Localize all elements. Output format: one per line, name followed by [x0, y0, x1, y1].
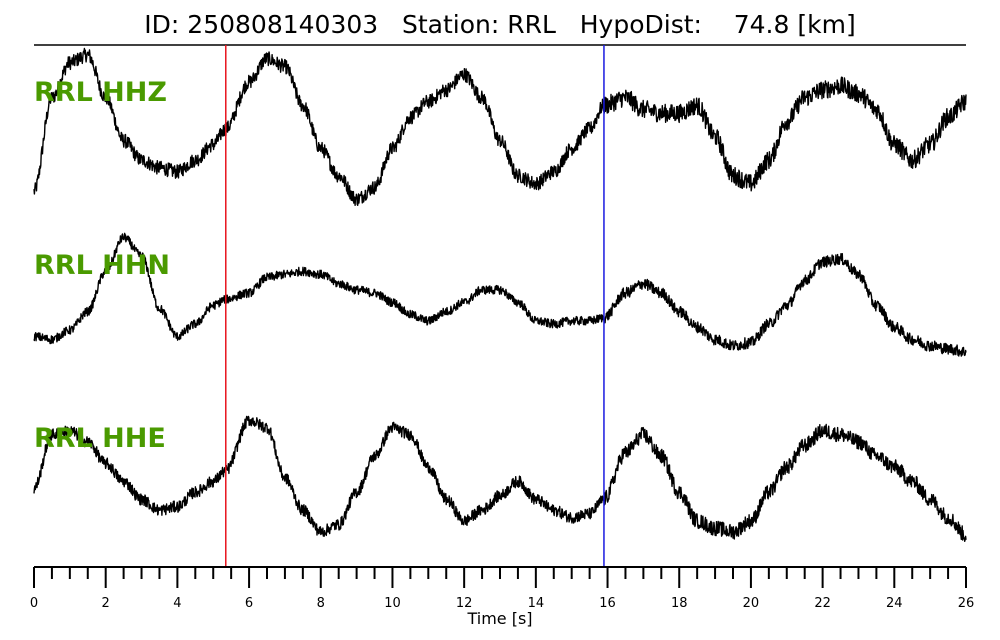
x-tick-label: 6: [245, 596, 253, 611]
x-tick-label: 26: [958, 596, 975, 611]
x-tick-label: 8: [317, 596, 325, 611]
x-tick-label: 24: [886, 596, 903, 611]
trace-line-rrl-hhe: [33, 415, 967, 542]
trace-line-rrl-hhz: [33, 47, 967, 206]
trace-label-rrl-hhn: RRL HHN: [34, 250, 170, 281]
x-tick-label: 14: [528, 596, 545, 611]
x-tick-label: 20: [743, 596, 760, 611]
x-tick-label: 0: [30, 596, 38, 611]
trace-label-rrl-hhe: RRL HHE: [34, 423, 166, 454]
x-axis-label: Time [s]: [466, 609, 532, 628]
trace-label-rrl-hhz: RRL HHZ: [34, 77, 167, 108]
chart-title: ID: 250808140303 Station: RRL HypoDist: …: [144, 10, 856, 39]
x-tick-label: 4: [173, 596, 181, 611]
trace-line-rrl-hhn: [33, 232, 967, 357]
x-tick-label: 10: [384, 596, 401, 611]
trace-label-group: RRL HHZ RRL HHN RRL HHE: [34, 77, 170, 454]
x-tick-label: 2: [102, 596, 110, 611]
x-tick-label: 18: [671, 596, 688, 611]
time-axis: 0 2 4 6 8 10 12 14 16 18 20 22 24 26: [30, 566, 975, 611]
x-tick-label: 16: [599, 596, 616, 611]
x-tick-label: 12: [456, 596, 473, 611]
x-tick-label: 22: [814, 596, 831, 611]
pick-lines: [225, 45, 605, 567]
trace-group: [33, 47, 967, 542]
